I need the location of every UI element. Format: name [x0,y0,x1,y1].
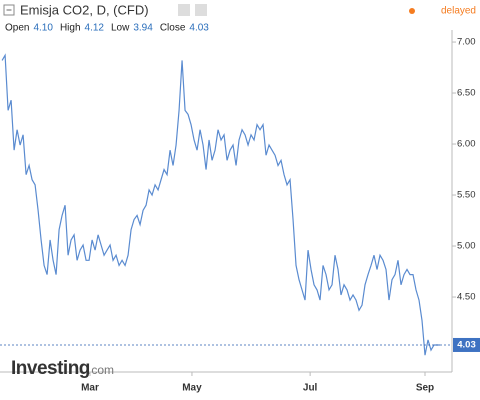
ohlc-value: 4.03 [189,23,209,34]
price-line [1,53,440,356]
last-price-tag [453,337,480,352]
y-tick-label: 6.00 [457,139,476,150]
x-tick-label: May [182,383,202,394]
last-price-label: 4.03 [457,339,476,350]
logo: Investing [11,358,90,379]
x-tick-label: Jul [303,383,318,394]
settings-icon[interactable] [195,4,207,16]
status-dot [409,8,415,14]
ohlc-value: 3.94 [133,23,153,34]
logo-suffix: .com [88,363,114,377]
status: delayed [441,6,476,17]
ohlc-value: 4.10 [33,23,53,34]
ohlc-label: Close [160,23,186,34]
ohlc-value: 4.12 [85,23,105,34]
x-tick-label: Sep [416,383,434,394]
y-tick-label: 5.00 [457,241,476,252]
ohlc-label: High [60,23,81,34]
y-tick-label: 7.00 [457,37,476,48]
ohlc-row: Open 4.10 High 4.12 Low 3.94 Close 4.03 [5,23,209,34]
chart-title: Emisja CO2, D, (CFD) [20,2,149,17]
y-tick-label: 6.50 [457,88,476,99]
ohlc-label: Low [111,23,130,34]
y-tick-label: 5.50 [457,190,476,201]
ohlc-label: Open [5,23,29,34]
settings-icon[interactable] [178,4,190,16]
y-tick-label: 4.50 [457,292,476,303]
x-tick-label: Mar [81,383,99,394]
